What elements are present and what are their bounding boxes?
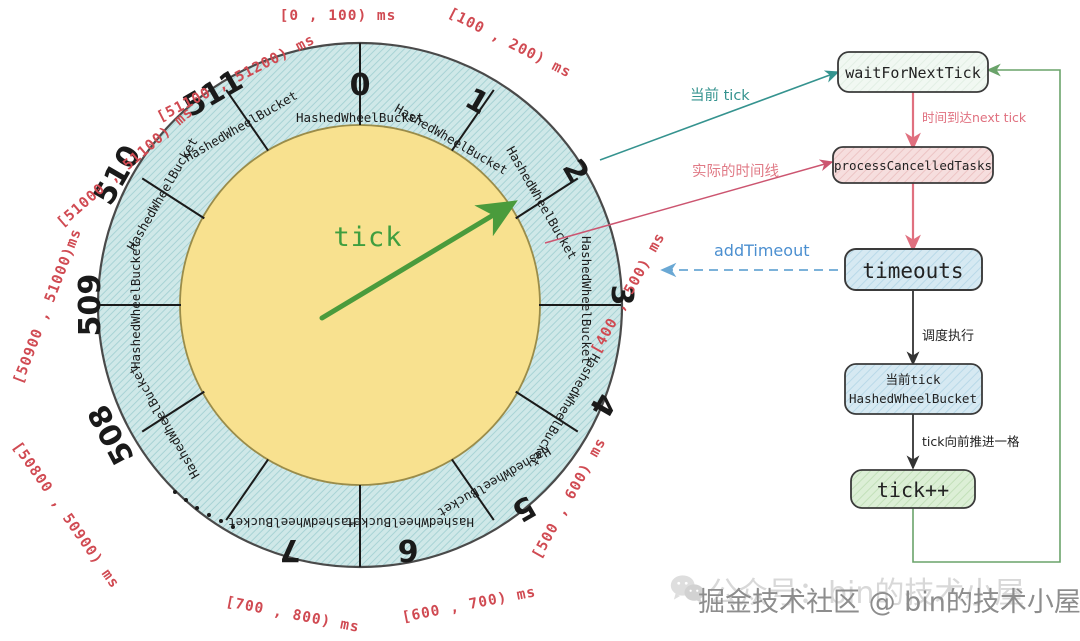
wheel-ellipsis-dots [173,490,235,529]
bucket-label-509: HashedWheelBucket [128,241,143,369]
range-label-6: [600 , 700) ms [401,584,538,626]
add-timeout-label: addTimeout [714,241,809,260]
node-tick-increment-label: tick++ [877,478,949,502]
bucket-label-0: HashedWheelBucket [296,110,424,125]
edge-label-wait-to-cancel: 时间到达next tick [922,110,1027,125]
tick-arrow [319,200,518,321]
node-current-tick-bucket-line1: 当前tick [885,372,941,387]
node-timeouts-box[interactable] [844,248,983,291]
current-tick-label: 当前 tick [690,87,750,104]
edge-label-bucket-to-tickpp: tick向前推进一格 [922,434,1020,449]
node-tick-increment[interactable]: tick++ [850,469,976,509]
wheel-hub [179,124,541,486]
node-timeouts-label: timeouts [862,259,963,283]
node-current-tick-bucket-box[interactable] [844,363,983,415]
bucket-label-6: HashedWheelBucket [346,515,474,530]
range-label-7: [700 , 800) ms [224,594,361,636]
loop-edge-tickpp-to-wait [912,63,1061,563]
timer-wheel: 0 1 2 3 4 5 6 7 508 509 510 511 HashedWh… [73,41,639,569]
bucket-number-509: 509 [73,274,108,337]
node-wait-for-next-tick[interactable]: waitForNextTick [837,51,989,93]
bucket-number-6: 6 [398,532,419,567]
bucket-number-7: 7 [280,532,301,567]
real-timeline-label: 实际的时间线 [692,163,779,180]
node-timeouts[interactable]: timeouts [844,248,983,291]
real-timeline-arrow [544,159,834,244]
node-process-cancelled-tasks-label: processCancelledTasks [834,158,992,173]
node-wait-for-next-tick-box[interactable] [837,51,989,93]
bucket-label-3: HashedWheelBucket [579,236,594,364]
range-label-0: [0 , 100) ms [280,8,397,24]
node-current-tick-bucket[interactable]: 当前tick HashedWheelBucket [844,363,983,415]
node-process-cancelled-tasks-box[interactable] [832,146,994,184]
wheel-to-flow-connectors: 当前 tick 实际的时间线 addTimeout [544,70,840,278]
wheel-spokes [99,43,621,567]
bucket-number-3: 3 [604,285,639,306]
bucket-label-7: HashedWheelBucket [228,515,356,530]
flowchart: 时间到达next tick 调度执行 tick向前推进一格 waitForNex… [832,51,1061,563]
node-tick-increment-box[interactable] [850,469,976,509]
range-label-508: [50800 , 50900) ms [9,439,123,592]
edge-label-timeouts-to-bucket: 调度执行 [922,328,974,344]
current-tick-arrow [599,70,840,161]
node-wait-for-next-tick-label: waitForNextTick [845,64,980,82]
bucket-number-0: 0 [350,68,371,103]
node-process-cancelled-tasks[interactable]: processCancelledTasks [832,146,994,184]
node-current-tick-bucket-line2: HashedWheelBucket [849,391,977,406]
tick-center-label: tick [333,222,402,253]
